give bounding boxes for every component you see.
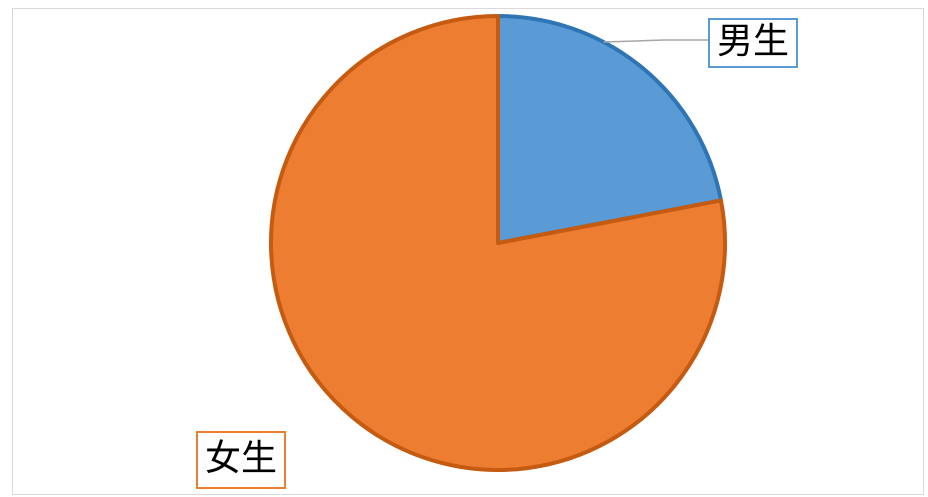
pie-slices — [269, 14, 727, 472]
data-label-male: 男生 — [708, 18, 799, 68]
pie-slice-female — [269, 14, 727, 472]
leader-lines — [603, 39, 708, 43]
data-label-female: 女生 — [196, 431, 287, 489]
pie-slice-male — [496, 14, 723, 245]
leader-line-male — [603, 39, 708, 43]
